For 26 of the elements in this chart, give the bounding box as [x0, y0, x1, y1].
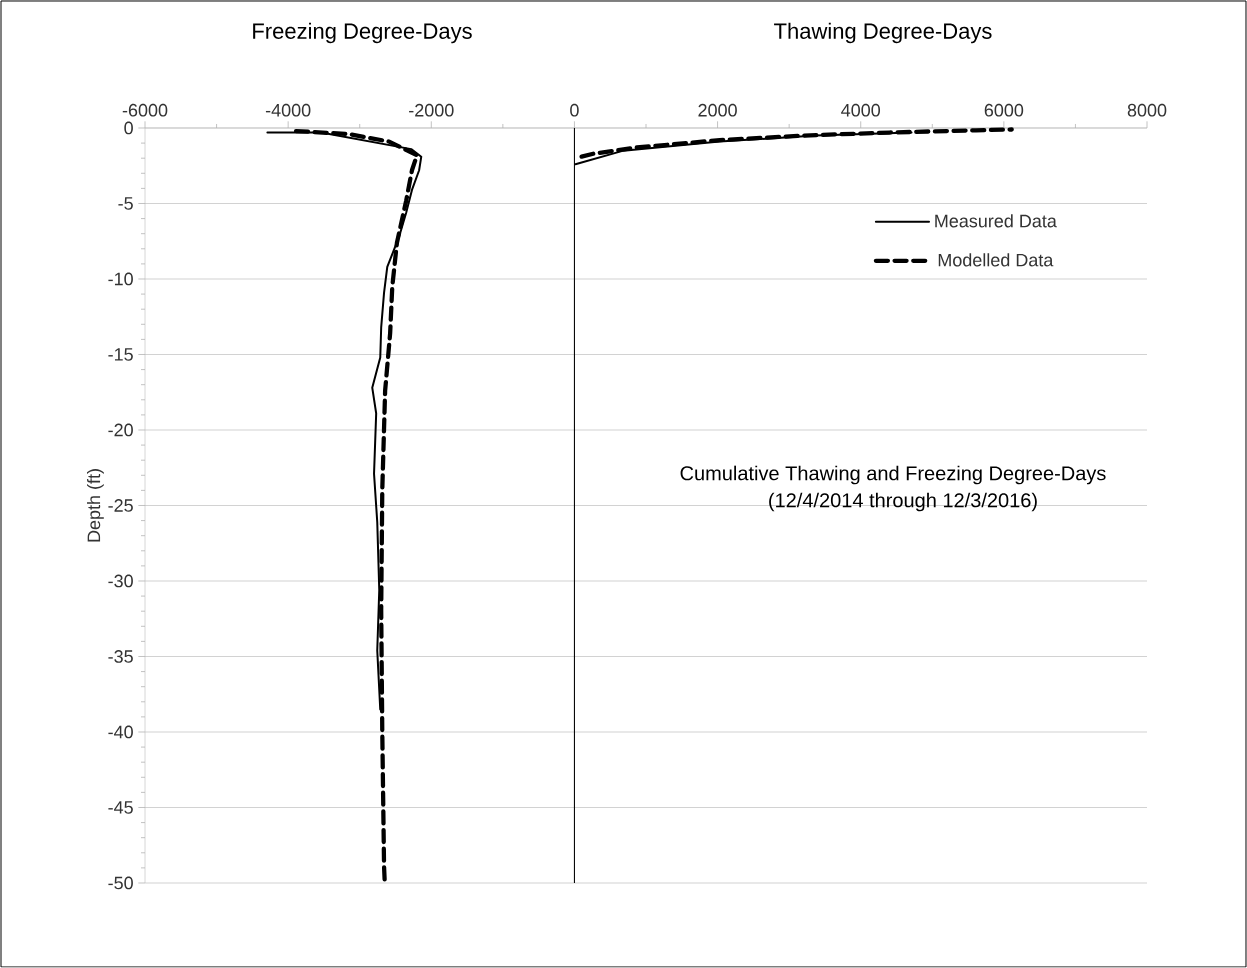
- y-axis-title: Depth (ft): [87, 469, 104, 542]
- y-tick-label: -25: [108, 499, 133, 512]
- y-tick-label: -35: [108, 650, 133, 663]
- x-tick-label: 0: [570, 103, 579, 117]
- y-tick-label: -15: [108, 348, 133, 361]
- text: Freezing Degree-Days: [253, 22, 472, 44]
- text: Thawing Degree-Days: [774, 22, 992, 44]
- y-tick-label: -5: [118, 197, 133, 210]
- x-tick-label: -4000: [265, 103, 311, 117]
- x-tick-label: -2000: [409, 103, 454, 117]
- y-tick-label: -45: [108, 801, 133, 814]
- legend-label: Modelled Data: [938, 253, 1054, 267]
- annotation: Cumulative Thawing and Freezing Degree-Days: [680, 465, 1106, 485]
- y-tick-label: -30: [108, 574, 133, 588]
- y-tick-label: -20: [108, 423, 133, 437]
- y-tick-label: -40: [108, 725, 133, 739]
- x-tick-label: 2000: [698, 103, 737, 117]
- y-tick-label: -50: [108, 876, 133, 890]
- y-tick-label: 0: [124, 121, 133, 135]
- x-tick-label: 6000: [984, 103, 1024, 117]
- legend-label: Measured Data: [935, 214, 1057, 228]
- y-tick-label: -10: [108, 272, 133, 286]
- x-tick-label: 4000: [841, 103, 881, 117]
- x-tick-label: 8000: [1127, 103, 1167, 117]
- annotation: (12/4/2014 through 12/3/2016): [769, 492, 1037, 512]
- x-tick-label: -6000: [122, 103, 168, 117]
